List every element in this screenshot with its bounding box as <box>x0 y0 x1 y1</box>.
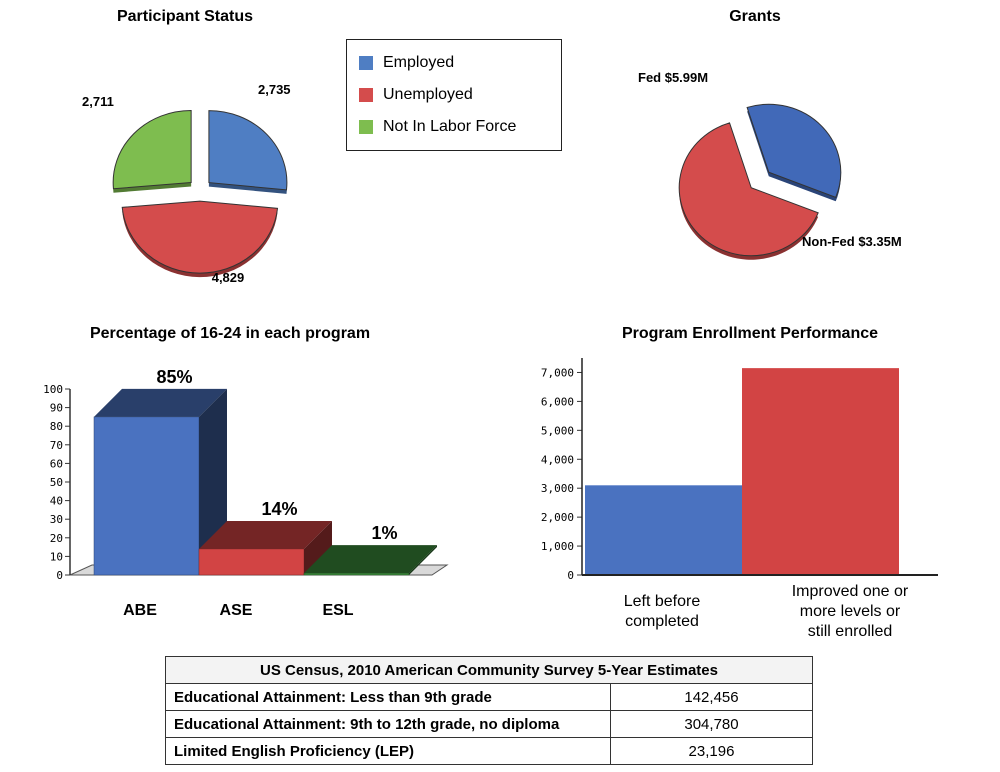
legend-swatch <box>359 88 373 102</box>
table-cell-value: 23,196 <box>610 737 813 765</box>
pie-value-label: Non-Fed $3.35M <box>802 234 902 249</box>
y-tick-label: 0 <box>567 569 574 582</box>
percentage-bar-chart: 0 10 20 30 40 50 60 70 80 90 100 85% 14% 1% <box>43 370 449 582</box>
category-line: Improved one or <box>791 583 909 600</box>
bar-front <box>198 548 305 576</box>
participant-status-pie: 2,735 4,829 2,711 <box>82 82 291 285</box>
bar-value-label: 1% <box>371 523 397 543</box>
legend-swatch <box>359 120 373 134</box>
table-row: Educational Attainment: 9th to 12th grad… <box>165 710 813 738</box>
y-tick-label: 40 <box>50 495 63 508</box>
category-line: Left before <box>623 593 701 610</box>
legend-swatch <box>359 56 373 70</box>
category-line: completed <box>625 613 699 630</box>
census-table: US Census, 2010 American Community Surve… <box>165 656 813 765</box>
pie-slice <box>678 122 819 257</box>
participant-status-title: Participant Status <box>116 8 254 25</box>
y-tick-label: 100 <box>43 383 63 396</box>
enrollment-category-left: Left before completed <box>582 592 742 632</box>
legend-item: Unemployed <box>359 86 473 104</box>
legend-label: Not In Labor Force <box>383 118 517 135</box>
pie-slice <box>112 110 192 190</box>
pie-slice <box>121 200 279 274</box>
table-cell-value: 304,780 <box>610 710 813 738</box>
table-cell-value: 142,456 <box>610 683 813 711</box>
pie-slice <box>208 110 288 191</box>
legend-item: Employed <box>359 54 454 72</box>
y-tick-label: 90 <box>50 402 63 415</box>
table-cell-label: Educational Attainment: 9th to 12th grad… <box>165 710 611 738</box>
table-row: Educational Attainment: Less than 9th gr… <box>165 683 813 711</box>
bar-top <box>199 520 332 549</box>
bar <box>585 485 742 575</box>
y-tick-label: 20 <box>50 532 63 545</box>
pie-slice-group <box>121 200 279 278</box>
bar-category-ase: ASE <box>219 602 253 619</box>
pie-value-label: 4,829 <box>212 270 245 285</box>
legend-label: Employed <box>383 54 455 71</box>
y-tick-label: 2,000 <box>541 511 574 524</box>
bar-category-abe: ABE <box>123 602 157 619</box>
bar-top <box>304 545 437 574</box>
y-tick-label: 30 <box>50 513 63 526</box>
census-table-header-row: US Census, 2010 American Community Surve… <box>165 656 813 684</box>
bar-top <box>94 388 227 417</box>
enrollment-bar-chart: 0 1,000 2,000 3,000 4,000 5,000 6,000 7,000 <box>541 358 938 582</box>
pie-slice-group <box>208 110 288 194</box>
table-cell-label: Limited English Proficiency (LEP) <box>165 737 611 765</box>
pie-slice-group <box>746 103 842 202</box>
enrollment-category-improved: Improved one or more levels or still enr… <box>760 582 940 642</box>
y-tick-label: 6,000 <box>541 395 574 408</box>
bar <box>742 368 899 575</box>
grants-pie: Fed $5.99M Non-Fed $3.35M <box>638 70 902 260</box>
y-tick-label: 5,000 <box>541 424 574 437</box>
y-tick-label: 0 <box>56 569 63 582</box>
y-tick-label: 50 <box>50 476 63 489</box>
y-tick-label: 7,000 <box>541 366 574 379</box>
enrollment-chart-title: Program Enrollment Performance <box>621 325 879 342</box>
table-cell-label: Educational Attainment: Less than 9th gr… <box>165 683 611 711</box>
y-tick-label: 3,000 <box>541 482 574 495</box>
grants-title: Grants <box>729 8 781 25</box>
y-tick-label: 4,000 <box>541 453 574 466</box>
category-line: still enrolled <box>807 623 893 640</box>
y-tick-label: 70 <box>50 439 63 452</box>
y-tick-label: 60 <box>50 457 63 470</box>
table-row: Limited English Proficiency (LEP) 23,196 <box>165 737 813 765</box>
census-table-title: US Census, 2010 American Community Surve… <box>165 656 813 684</box>
category-line: more levels or <box>799 603 901 620</box>
bar-side <box>409 545 437 575</box>
pie-value-label: 2,735 <box>258 82 291 97</box>
bar-side <box>304 520 332 575</box>
legend-label: Unemployed <box>383 86 473 103</box>
y-tick-label: 80 <box>50 420 63 433</box>
y-tick-label: 1,000 <box>541 540 574 553</box>
legend-item: Not In Labor Force <box>359 118 516 136</box>
pie-value-label: 2,711 <box>82 94 114 109</box>
bar-front <box>93 416 200 576</box>
bar-value-label: 14% <box>261 499 297 519</box>
bar-value-label: 85% <box>156 370 192 387</box>
participant-legend: Employed Unemployed Not In Labor Force <box>346 39 562 151</box>
bar-front <box>303 572 410 576</box>
pie-slice <box>746 103 842 198</box>
pie-slice-group <box>678 122 819 260</box>
pie-slice-group <box>112 110 192 193</box>
percentage-chart-title: Percentage of 16-24 in each program <box>89 325 371 342</box>
pie-value-label: Fed $5.99M <box>638 70 708 85</box>
y-tick-label: 10 <box>50 550 63 563</box>
bar-category-esl: ESL <box>322 602 354 619</box>
